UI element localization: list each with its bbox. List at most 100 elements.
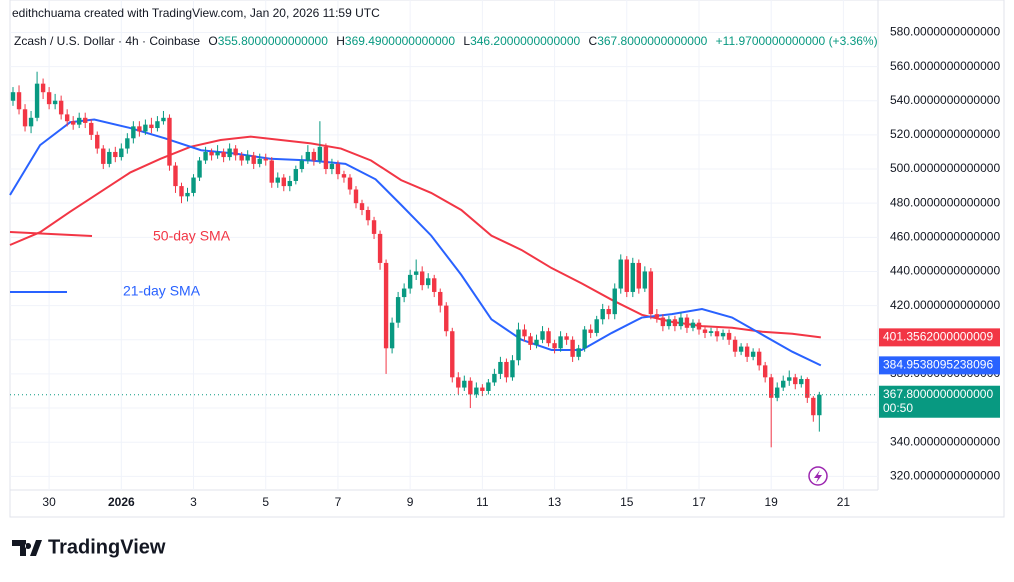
candle-body [389, 322, 395, 349]
candle-body [203, 151, 208, 161]
candle-body [636, 262, 642, 289]
candle-body [781, 380, 786, 388]
candle-body [444, 305, 449, 332]
logo-mark [12, 540, 42, 556]
candle-body [540, 331, 545, 340]
candle-body [173, 165, 178, 187]
price-box [879, 328, 1000, 347]
candle-body [149, 124, 154, 129]
candle-body [227, 148, 232, 158]
candle-body [263, 158, 268, 161]
candle-body [546, 331, 551, 344]
ohlc-value: 355.8000000000000 [218, 34, 328, 48]
ohlc-key: C [589, 34, 598, 48]
candle-body [552, 343, 557, 349]
candle-body [34, 83, 40, 118]
legend-row: Zcash / U.S. Dollar · 4h · Coinbase O355… [14, 34, 878, 48]
y-tick-label: 440.0000000000000 [890, 264, 1000, 278]
y-tick-label: 580.0000000000000 [890, 25, 1000, 39]
price-box-label: 367.8000000000000 [883, 387, 993, 401]
candle-body [805, 379, 810, 398]
candle-body [642, 271, 648, 289]
candle-body [125, 138, 130, 149]
candle-body [353, 189, 359, 204]
candle-body [624, 259, 629, 292]
price-box [879, 356, 1000, 375]
candle-body [395, 297, 401, 323]
candle-body [588, 329, 593, 333]
candle-body [438, 291, 443, 306]
candle-body [672, 319, 678, 327]
candle-body [720, 332, 726, 337]
candle-body [450, 331, 455, 378]
candle-body [738, 346, 744, 352]
x-tick-label: 17 [692, 495, 706, 509]
candle-body [52, 100, 58, 105]
candle-body [486, 382, 491, 391]
candle-body [64, 114, 70, 122]
candle-body [221, 151, 226, 158]
candle-body [534, 339, 539, 345]
candle-body [76, 117, 82, 125]
price-box [879, 385, 1000, 418]
candle-body [131, 126, 136, 139]
y-tick-label: 560.0000000000000 [890, 59, 1000, 73]
candle-body [46, 92, 52, 105]
plot [9, 0, 878, 490]
ohlc-value: 346.2000000000000 [470, 34, 580, 48]
candle-body [275, 177, 280, 183]
candle-body [341, 174, 347, 178]
candle-body [558, 336, 563, 349]
candle-body [756, 351, 762, 366]
sma-label: 21-day SMA [123, 283, 201, 299]
y-tick-label: 460.0000000000000 [890, 229, 1000, 243]
ohlc-key: H [336, 34, 345, 48]
candle-body [564, 336, 569, 340]
candle-body [787, 377, 792, 381]
candle-body [70, 121, 76, 125]
candle-body [468, 380, 473, 395]
candle-body [618, 259, 623, 289]
candle-body [407, 274, 413, 289]
candle-body [612, 288, 617, 315]
change: +11.9700000000000 (+3.36%) [716, 34, 878, 48]
x-tick-label: 11 [476, 495, 489, 509]
candle-body [426, 278, 431, 286]
candle-body [293, 169, 299, 181]
ohlc-key: O [208, 34, 217, 48]
candle-body [799, 379, 804, 385]
y-tick-label: 340.0000000000000 [890, 434, 1000, 448]
candle-body [684, 317, 690, 328]
candle-body [768, 377, 774, 398]
candle-body [594, 319, 599, 333]
candle-body [498, 361, 503, 374]
candle-body [582, 329, 587, 349]
candle-body [462, 380, 467, 388]
event-icon-bolt [814, 470, 822, 483]
candle-body [143, 124, 148, 132]
x-tick-label: 21 [837, 495, 851, 509]
candle-body [83, 117, 88, 123]
candle-body [215, 151, 220, 156]
candle-body [732, 339, 738, 352]
brand: TradingView [48, 536, 166, 558]
candle-body [239, 155, 244, 161]
candle-body [107, 151, 112, 164]
ohlc-key: L [463, 34, 470, 48]
price-box-label: 384.9538095238096 [883, 358, 993, 372]
candle-body [744, 346, 750, 357]
candle-body [660, 317, 666, 327]
candle-body [179, 186, 184, 197]
candle-body [347, 177, 353, 190]
candle-body [630, 262, 635, 292]
candle-body [690, 322, 696, 328]
candle-body [600, 309, 605, 320]
candle-body [474, 387, 479, 395]
x-tick-label: 19 [765, 495, 779, 509]
candle-body [329, 163, 335, 170]
x-tick-label: 15 [620, 495, 634, 509]
candle-body [95, 134, 100, 149]
candle-body [197, 160, 202, 178]
candle-body [762, 365, 768, 378]
candle-body [648, 271, 654, 315]
